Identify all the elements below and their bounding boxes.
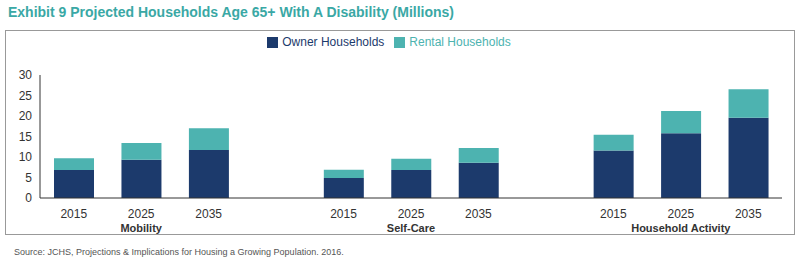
svg-text:15: 15 — [19, 130, 33, 144]
html-text:Source: JCHS, Projections & Im: Source: JCHS, Projections & Implications… — [14, 247, 344, 257]
svg-text:2025: 2025 — [128, 207, 155, 221]
svg-text:20: 20 — [19, 109, 33, 123]
svg-text:2025: 2025 — [667, 207, 694, 221]
html-text:Owner Households: Owner Households — [282, 35, 385, 49]
svg-text:25: 25 — [19, 89, 33, 103]
svg-text:2015: 2015 — [330, 207, 357, 221]
svg-text:Household Activity: Household Activity — [631, 222, 731, 234]
svg-text:2035: 2035 — [465, 207, 492, 221]
html-text:Exhibit 9 Projected Households: Exhibit 9 Projected Households Age 65+ W… — [8, 4, 454, 20]
svg-text:2015: 2015 — [600, 207, 627, 221]
svg-text:10: 10 — [19, 150, 33, 164]
svg-text:2015: 2015 — [60, 207, 87, 221]
svg-text:0: 0 — [25, 191, 32, 205]
svg-text:5: 5 — [25, 171, 32, 185]
svg-text:2025: 2025 — [398, 207, 425, 221]
svg-text:Self-Care: Self-Care — [387, 222, 435, 234]
svg-text:2035: 2035 — [195, 207, 222, 221]
svg-text:Mobility: Mobility — [120, 222, 162, 234]
svg-text:30: 30 — [19, 68, 33, 82]
html-text:Rental Households: Rental Households — [409, 35, 511, 49]
svg-text:2035: 2035 — [735, 207, 762, 221]
